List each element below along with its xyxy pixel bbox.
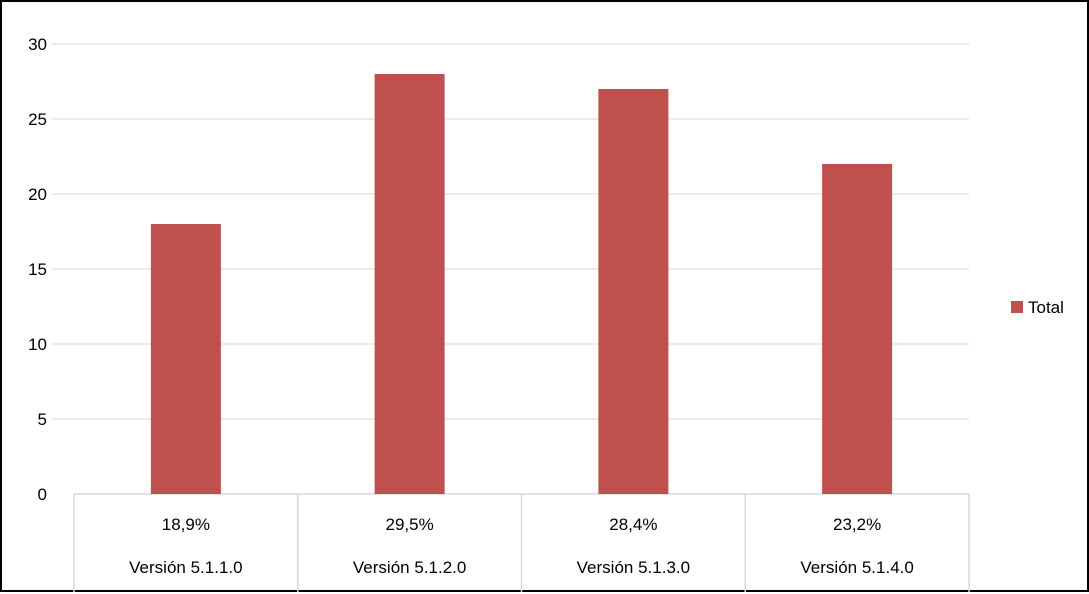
category-label: Versión 5.1.3.0 bbox=[577, 558, 690, 577]
percent-label: 28,4% bbox=[609, 515, 657, 534]
y-tick-label: 20 bbox=[28, 185, 47, 204]
y-tick-label: 5 bbox=[38, 410, 47, 429]
percent-label: 18,9% bbox=[162, 515, 210, 534]
bar-3 bbox=[598, 89, 669, 494]
y-tick-label: 15 bbox=[28, 260, 47, 279]
percent-label: 23,2% bbox=[833, 515, 881, 534]
legend-label: Total bbox=[1028, 298, 1064, 317]
percent-label: 29,5% bbox=[386, 515, 434, 534]
y-tick-label: 30 bbox=[28, 35, 47, 54]
bar-1 bbox=[150, 224, 221, 494]
y-tick-label: 25 bbox=[28, 110, 47, 129]
y-tick-label: 10 bbox=[28, 335, 47, 354]
category-label: Versión 5.1.1.0 bbox=[129, 558, 242, 577]
category-label: Versión 5.1.2.0 bbox=[353, 558, 466, 577]
bar-4 bbox=[822, 164, 893, 494]
category-label: Versión 5.1.4.0 bbox=[800, 558, 913, 577]
legend-swatch bbox=[1011, 301, 1023, 313]
bar-2 bbox=[374, 74, 445, 494]
y-tick-label: 0 bbox=[38, 485, 47, 504]
